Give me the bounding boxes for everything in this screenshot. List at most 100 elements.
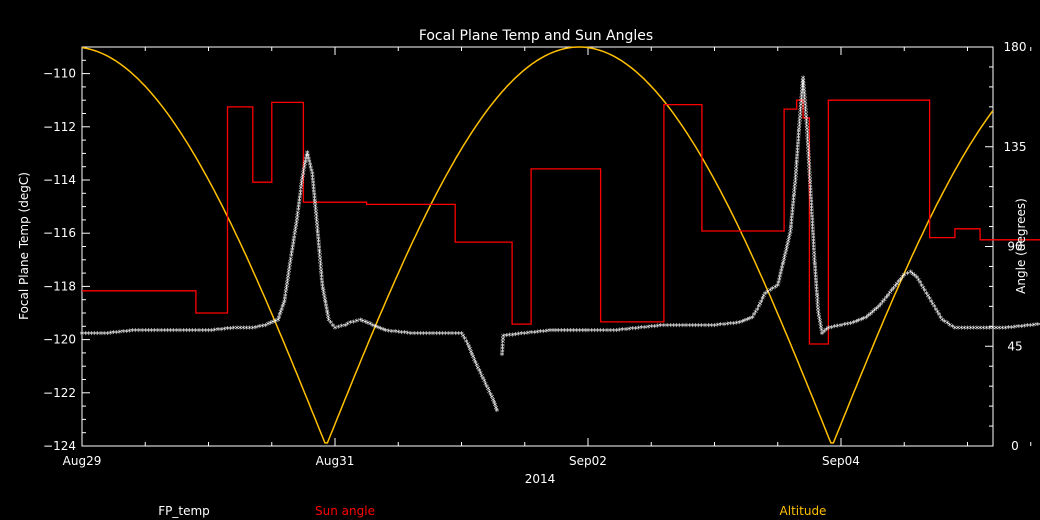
fp-temp-point: * — [779, 268, 784, 278]
fp-temp-point: * — [559, 328, 564, 338]
fp-temp-point: * — [281, 301, 286, 311]
fp-temp-point: * — [777, 277, 782, 287]
fp-temp-point: * — [810, 217, 815, 227]
fp-temp-point: * — [440, 330, 445, 340]
fp-temp-point: * — [283, 295, 288, 305]
fp-temp-point: * — [900, 274, 905, 284]
fp-temp-point: * — [807, 162, 812, 172]
fp-temp-point: * — [725, 321, 730, 331]
fp-temp-point: * — [804, 120, 809, 130]
fp-temp-point: * — [812, 259, 817, 269]
fp-temp-point: * — [277, 314, 282, 324]
fp-temp-point: * — [715, 322, 720, 332]
fp-temp-point: * — [545, 328, 550, 338]
fp-temp-point: * — [802, 93, 807, 103]
fp-temp-point: * — [797, 129, 802, 139]
fp-temp-point: * — [495, 407, 500, 417]
fp-temp-point: * — [292, 234, 297, 244]
fp-temp-point: * — [962, 325, 967, 335]
fp-temp-point: * — [421, 330, 426, 340]
fp-temp-point: * — [811, 238, 816, 248]
fp-temp-point: * — [800, 84, 805, 94]
fp-temp-point: * — [981, 325, 986, 335]
fp-temp-point: * — [383, 328, 388, 338]
fp-temp-point: * — [783, 253, 788, 263]
fp-temp-point: * — [501, 336, 506, 346]
fp-temp-point: * — [257, 324, 262, 334]
fp-temp-point: * — [318, 256, 323, 266]
fp-temp-point: * — [893, 283, 898, 293]
fp-temp-point: * — [934, 306, 939, 316]
fp-temp-point: * — [793, 182, 798, 192]
x-tick-label: Sep04 — [822, 454, 860, 468]
fp-temp-point: * — [412, 330, 417, 340]
fp-temp-point: * — [299, 179, 304, 189]
fp-temp-point: * — [807, 159, 812, 169]
fp-temp-point: * — [551, 328, 556, 338]
fp-temp-point: * — [817, 315, 822, 325]
fp-temp-point: * — [175, 328, 180, 338]
fp-temp-point: * — [197, 328, 202, 338]
fp-temp-point: * — [859, 316, 864, 326]
fp-temp-point: * — [763, 290, 768, 300]
fp-temp-point: * — [791, 200, 796, 210]
fp-temp-point: * — [948, 322, 953, 332]
fp-temp-point: * — [864, 314, 869, 324]
fp-temp-point: * — [450, 330, 455, 340]
fp-temp-point: * — [875, 306, 880, 316]
fp-temp-point: * — [752, 312, 757, 322]
fp-temp-point: * — [868, 311, 873, 321]
fp-temp-point: * — [213, 327, 218, 337]
fp-temp-point: * — [329, 320, 334, 330]
fp-temp-point: * — [658, 323, 663, 333]
fp-temp-point: * — [322, 291, 327, 301]
fp-temp-point: * — [785, 241, 790, 251]
fp-temp-point: * — [326, 314, 331, 324]
fp-temp-point: * — [251, 325, 256, 335]
fp-temp-point: * — [501, 339, 506, 349]
fp-temp-point: * — [488, 392, 493, 402]
fp-temp-point: * — [315, 221, 320, 231]
fp-temp-point: * — [319, 265, 324, 275]
fp-temp-point: * — [355, 318, 360, 328]
fp-temp-point: * — [649, 324, 654, 334]
series-sun-angle-line — [82, 99, 1040, 345]
fp-temp-point: * — [228, 325, 233, 335]
fp-temp-point: * — [1025, 323, 1030, 333]
fp-temp-point: * — [815, 288, 820, 298]
fp-temp-point: * — [738, 320, 743, 330]
fp-temp-point: * — [984, 325, 989, 335]
fp-temp-point: * — [424, 330, 429, 340]
fp-temp-point: * — [156, 328, 161, 338]
fp-temp-point: * — [99, 330, 104, 340]
fp-temp-point: * — [788, 229, 793, 239]
fp-temp-point: * — [794, 164, 799, 174]
fp-temp-point: * — [284, 283, 289, 293]
fp-temp-point: * — [810, 223, 815, 233]
fp-temp-point: * — [477, 368, 482, 378]
fp-temp-point: * — [965, 325, 970, 335]
fp-temp-point: * — [614, 327, 619, 337]
fp-temp-point: * — [598, 328, 603, 338]
fp-temp-point: * — [812, 250, 817, 260]
fp-temp-point: * — [491, 397, 496, 407]
fp-temp-point: * — [390, 328, 395, 338]
fp-temp-point: * — [1022, 323, 1027, 333]
fp-temp-point: * — [810, 226, 815, 236]
fp-temp-point: * — [808, 177, 813, 187]
fp-temp-point: * — [945, 320, 950, 330]
fp-temp-point: * — [780, 262, 785, 272]
fp-temp-point: * — [753, 309, 758, 319]
fp-temp-point: * — [127, 328, 132, 338]
fp-temp-point: * — [633, 325, 638, 335]
fp-temp-point: * — [271, 319, 276, 329]
fp-temp-point: * — [709, 322, 714, 332]
fp-temp-point: * — [799, 102, 804, 112]
fp-temp-point: * — [805, 129, 810, 139]
fp-temp-point: * — [319, 271, 324, 281]
fp-temp-point: * — [583, 328, 588, 338]
fp-temp-point: * — [935, 309, 940, 319]
fp-temp-point: * — [317, 247, 322, 257]
fp-temp-point: * — [728, 321, 733, 331]
fp-temp-point: * — [807, 168, 812, 178]
